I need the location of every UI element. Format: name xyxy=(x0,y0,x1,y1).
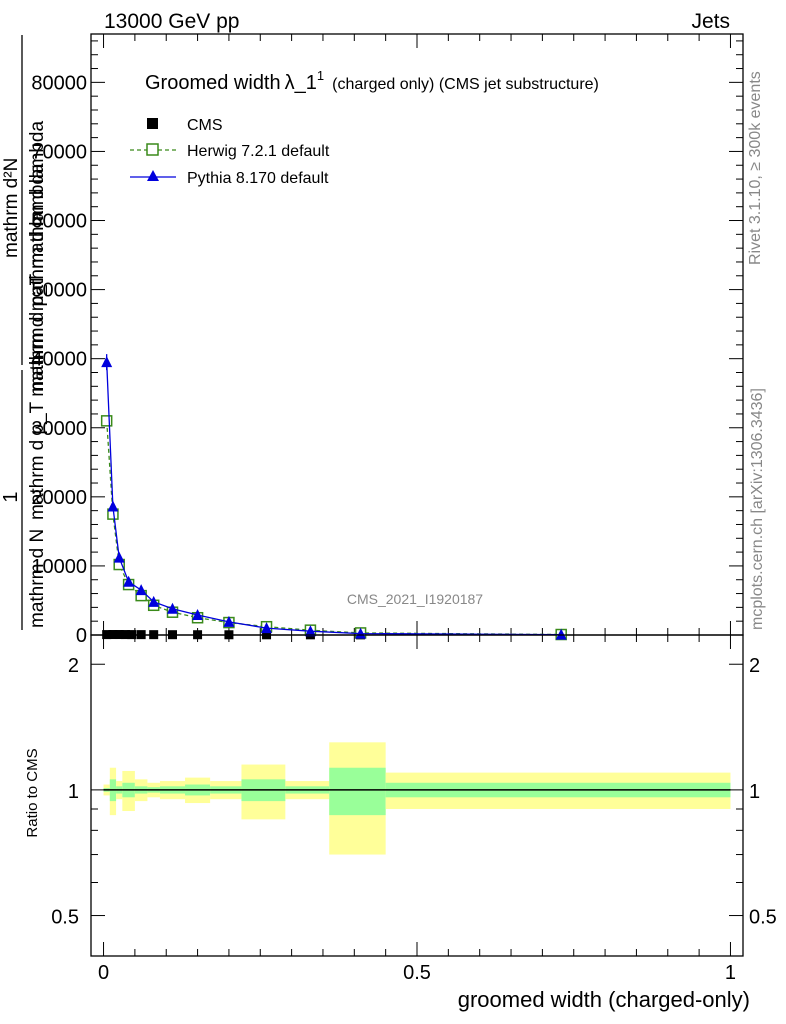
rivet-label: Rivet 3.1.10, ≥ 300k events xyxy=(747,71,764,265)
header-left: 13000 GeV pp xyxy=(104,10,239,33)
pythia-point xyxy=(223,615,235,627)
ratio-x-ticks: 0 0.5 1 xyxy=(98,635,736,984)
x-axis-label: groomed width (charged-only) xyxy=(458,987,750,1012)
pythia-point xyxy=(304,625,316,637)
legend-pythia-marker xyxy=(147,170,159,181)
pythia-point xyxy=(192,608,204,620)
ratio-ytick-label: 0.5 xyxy=(51,907,79,929)
ylabel-fraction-num: 1 xyxy=(0,491,22,502)
ratio-ytick-label-right: 1 xyxy=(749,781,760,803)
mcplots-label: mcplots.cern.ch [arXiv:1306.3436] xyxy=(749,388,766,630)
ratio-stat-band xyxy=(329,767,386,816)
legend-cms-marker xyxy=(147,118,158,129)
ratio-xtick-label: 0.5 xyxy=(403,962,431,984)
title-sup: 1 xyxy=(317,68,324,83)
title-lambda: λ_1 xyxy=(285,72,317,94)
pythia-point xyxy=(167,602,178,614)
main-y-label: 1 mathrm d N mathrm d²N mathrm d p_T mat… xyxy=(0,35,48,630)
title-suffix: (charged only) (CMS jet substructure) xyxy=(332,76,599,93)
watermark: CMS_2021_I1920187 xyxy=(347,591,483,607)
pythia-point xyxy=(261,622,273,634)
main-y-ticks: 0 10000 20000 30000 40000 50000 60000 70000 8000… xyxy=(31,40,743,647)
ratio-xtick-label: 0 xyxy=(98,962,109,984)
pythia-point xyxy=(123,575,135,587)
ylabel-overlap-3: mathrm d p_T mathrm d mathrm d lambda xyxy=(27,163,48,520)
ylabel-overlap-1: mathrm d²N xyxy=(1,158,22,258)
main-ytick-label: 10000 xyxy=(31,556,87,578)
legend-pythia-label: Pythia 8.170 default xyxy=(187,170,329,187)
main-ytick-label: 70000 xyxy=(31,141,87,163)
ratio-y-label: Ratio to CMS xyxy=(24,748,41,837)
main-ytick-label: 30000 xyxy=(31,418,87,440)
series-line-1 xyxy=(106,420,562,636)
header-right: Jets xyxy=(691,10,730,33)
legend-herwig-label: Herwig 7.2.1 default xyxy=(187,143,330,160)
ratio-ytick-label-right: 0.5 xyxy=(749,907,777,929)
pythia-point xyxy=(107,500,119,512)
ratio-ytick-label: 1 xyxy=(68,781,79,803)
pythia-point xyxy=(101,356,113,368)
pythia-point xyxy=(135,584,147,596)
legend-cms-label: CMS xyxy=(187,117,223,134)
main-ytick-label: 50000 xyxy=(31,280,87,302)
chart-title: Groomed width λ_11 (charged only) (CMS jet… xyxy=(145,68,599,94)
ratio-y-ticks: 0.5 0.5 1 1 2 2 xyxy=(51,655,777,928)
main-series xyxy=(100,354,567,641)
main-ytick-label: 20000 xyxy=(31,487,87,509)
main-ytick-label: 80000 xyxy=(31,72,87,94)
pythia-point xyxy=(355,627,367,639)
main-ytick-label: 40000 xyxy=(31,349,87,371)
pythia-point xyxy=(148,595,160,607)
ratio-bands xyxy=(103,742,731,855)
series-line-2 xyxy=(106,362,562,636)
ratio-panel: 0.5 0.51 12 2 0 0.5 1 Ratio to CMS groomed wi… xyxy=(24,634,777,1012)
ratio-ytick-label-right: 2 xyxy=(749,655,760,677)
title-main: Groomed width xyxy=(145,72,281,94)
legend-herwig-marker xyxy=(146,143,159,156)
main-panel: 0 10000 20000 30000 40000 50000 60000 70000 8000… xyxy=(0,33,744,647)
ylabel-overlap-2: mathrm d p_T mathrm d lambda xyxy=(27,121,48,392)
herwig-point xyxy=(100,415,113,427)
ratio-xtick-label: 1 xyxy=(725,962,736,984)
main-ytick-label: 0 xyxy=(76,625,87,647)
main-ytick-label: 60000 xyxy=(31,211,87,233)
ratio-ytick-label: 2 xyxy=(68,655,79,677)
ylabel-fraction-den: mathrm d N xyxy=(27,529,48,628)
pythia-point xyxy=(113,551,125,563)
legend: CMS Herwig 7.2.1 default Pythia 8.170 de… xyxy=(130,117,330,187)
pythia-point xyxy=(555,628,567,640)
